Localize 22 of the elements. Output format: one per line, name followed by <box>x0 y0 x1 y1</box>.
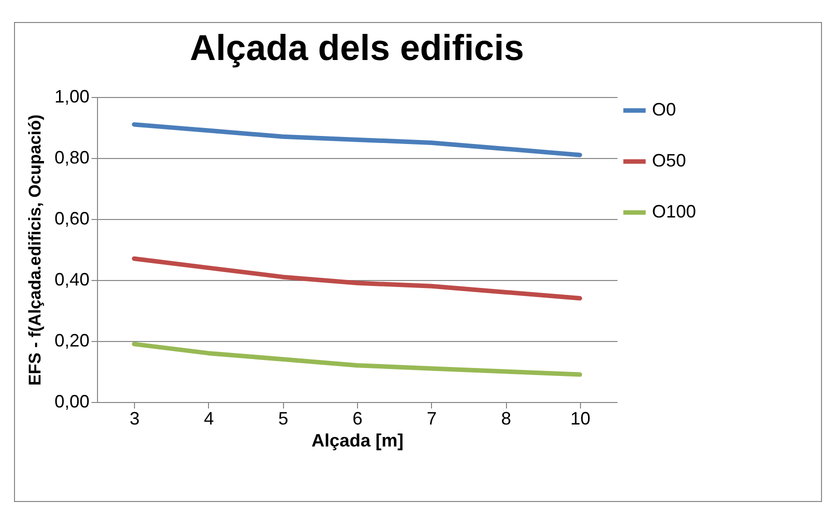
x-tick-label: 8 <box>501 408 512 428</box>
y-tick-label: 0,80 <box>54 148 90 168</box>
legend-label: O0 <box>652 100 676 120</box>
y-tick-label: 0,40 <box>54 270 90 290</box>
y-tick-label: 0,00 <box>54 392 90 412</box>
line-series <box>132 256 582 301</box>
chart-title: Alçada dels edificis <box>190 27 524 68</box>
y-tick-label: 0,20 <box>54 330 90 350</box>
x-axis-title: Alçada [m] <box>311 430 404 450</box>
legend-label: O50 <box>652 150 686 170</box>
y-axis-title: EFS - f(Alçada.edificis, Ocupació) <box>25 114 44 386</box>
x-tick-label: 7 <box>426 408 437 428</box>
x-tick-label: 3 <box>130 408 140 428</box>
x-tick-label: 4 <box>204 408 214 428</box>
x-tick-label: 6 <box>352 408 363 428</box>
line-series <box>132 342 582 377</box>
line-series <box>132 122 582 158</box>
x-tick-label: 10 <box>570 408 590 428</box>
legend-label: O100 <box>652 202 696 222</box>
y-tick-label: 0,60 <box>54 208 90 228</box>
x-tick-label: 5 <box>278 408 288 428</box>
y-tick-label: 1,00 <box>54 86 90 106</box>
